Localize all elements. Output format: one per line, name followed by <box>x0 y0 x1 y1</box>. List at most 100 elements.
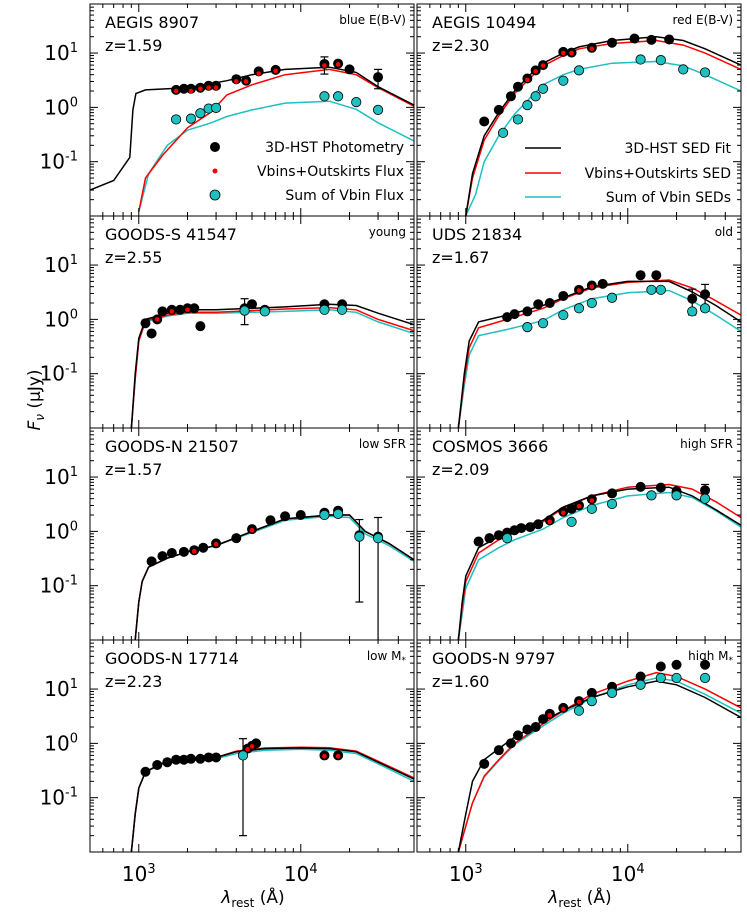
photometry-point <box>522 724 533 735</box>
photometry-point <box>538 714 549 725</box>
vbin-sum-point <box>606 292 618 303</box>
sed-fit-line <box>130 303 414 428</box>
photometry-point <box>195 321 206 332</box>
photometry-point <box>516 523 527 534</box>
vbins-outskirts-point <box>561 50 566 56</box>
photometry-point <box>655 482 666 493</box>
y-axis-label-sub: ν <box>33 414 47 421</box>
y-tick-label-exp: -1 <box>65 150 78 165</box>
vbins-outskirts-sed-line <box>465 39 741 216</box>
vbin-sum-point <box>259 306 270 317</box>
panel-title: AEGIS 8907 <box>105 13 199 32</box>
vbins-outskirts-point <box>185 307 190 313</box>
y-tick-label: 101 <box>44 677 78 701</box>
vbin-sum-point <box>237 750 249 761</box>
photometry-point <box>344 64 355 75</box>
photometry-point <box>533 299 544 310</box>
photometry-point <box>558 290 569 301</box>
vbin-sum-point <box>319 509 330 521</box>
y-tick-label: 100 <box>44 307 78 331</box>
vbins-outskirts-point <box>173 88 179 94</box>
photometry-point <box>509 309 520 320</box>
photometry-point <box>525 522 536 533</box>
y-tick-label-base: 10 <box>40 786 65 810</box>
vbin-sum-point <box>497 127 509 138</box>
vbin-sum-point <box>522 322 533 333</box>
y-tick-label-base: 10 <box>44 307 69 331</box>
photometry-point <box>635 481 646 492</box>
x-tick-label: 103 <box>122 862 156 886</box>
y-tick-label-exp: 0 <box>70 519 78 534</box>
plot-area <box>134 505 414 640</box>
plot-area <box>90 56 414 212</box>
photometry-point <box>171 754 182 765</box>
vbins-outskirts-point <box>589 46 595 52</box>
vbin-sum-point <box>337 304 348 315</box>
photometry-point <box>522 306 533 317</box>
sed-fit-line <box>130 747 414 852</box>
vbins-outskirts-point <box>589 284 595 289</box>
panel-frame <box>89 639 415 853</box>
sed-fit-line <box>457 486 741 640</box>
vbin-sum-point <box>558 309 569 321</box>
vbin-sum-point <box>586 297 597 309</box>
photometry-point <box>162 757 173 768</box>
y-tick-label-base: 10 <box>44 253 69 277</box>
photometry-point <box>493 104 504 115</box>
vbins-outskirts-point <box>547 519 553 525</box>
vbins-outskirts-sed-line <box>457 671 741 852</box>
vbins-outskirts-point <box>273 68 278 74</box>
plot-area <box>457 270 741 428</box>
sed-panel: UDS 21834 z=1.67 old <box>416 215 742 429</box>
panel-tag: blue E(B-V) <box>339 13 406 27</box>
vbin-sum-sed-line <box>465 60 741 216</box>
vbin-sum-point <box>646 490 657 501</box>
panel-redshift: z=1.59 <box>105 36 162 55</box>
photometry-point <box>185 753 196 764</box>
sed-panel: COSMOS 3666 z=2.09 high SFR <box>416 427 742 641</box>
x-axis-label-left-main: λ <box>220 888 231 908</box>
photometry-point <box>178 546 189 557</box>
panel-tag-text: old <box>715 225 733 239</box>
vbin-sum-point <box>699 303 711 314</box>
photometry-point <box>607 37 618 48</box>
y-tick-label: 10-1 <box>40 362 78 386</box>
photometry-point <box>473 536 484 547</box>
photometry-point <box>646 34 657 45</box>
y-tick-label-exp: -1 <box>65 362 78 377</box>
x-axis-label-right: λrest (Å) <box>547 886 611 910</box>
vbins-outskirts-point <box>213 85 219 91</box>
vbin-sum-point <box>699 493 711 504</box>
vbins-outskirts-point <box>540 63 546 68</box>
y-tick-label-base: 10 <box>40 362 65 386</box>
photometry-point <box>146 328 157 339</box>
panel-tag-text: low M <box>367 649 402 663</box>
photometry-point <box>295 510 306 521</box>
vbins-outskirts-point <box>589 498 595 503</box>
panel-tag: red E(B-V) <box>673 13 734 27</box>
vbins-outskirts-point <box>561 706 566 712</box>
vbin-sum-point <box>522 100 533 111</box>
vbins-outskirts-point <box>243 79 249 84</box>
y-tick-label: 100 <box>44 519 78 543</box>
vbin-sum-point <box>537 318 549 329</box>
plot-area <box>130 738 414 852</box>
legend-line-label: Vbins+Outskirts SED <box>585 166 731 182</box>
plot-area <box>130 298 414 428</box>
vbins-outskirts-point <box>256 71 262 76</box>
photometry-point <box>651 270 662 281</box>
vbins-outskirts-point <box>322 63 327 68</box>
photometry-point <box>655 661 666 672</box>
y-tick-label: 101 <box>44 465 78 489</box>
y-tick-label: 100 <box>44 731 78 755</box>
x-tick-label-base: 10 <box>284 862 309 886</box>
x-axis-label-right-unit: (Å) <box>581 886 611 908</box>
panel-tag-text: red E(B-V) <box>673 13 734 27</box>
photometry-point <box>146 556 157 567</box>
legend-marker-label: 3D-HST Photometry <box>265 140 404 156</box>
vbin-sum-point <box>537 83 549 94</box>
legend-line-label: Sum of Vbin SEDs <box>606 190 731 206</box>
